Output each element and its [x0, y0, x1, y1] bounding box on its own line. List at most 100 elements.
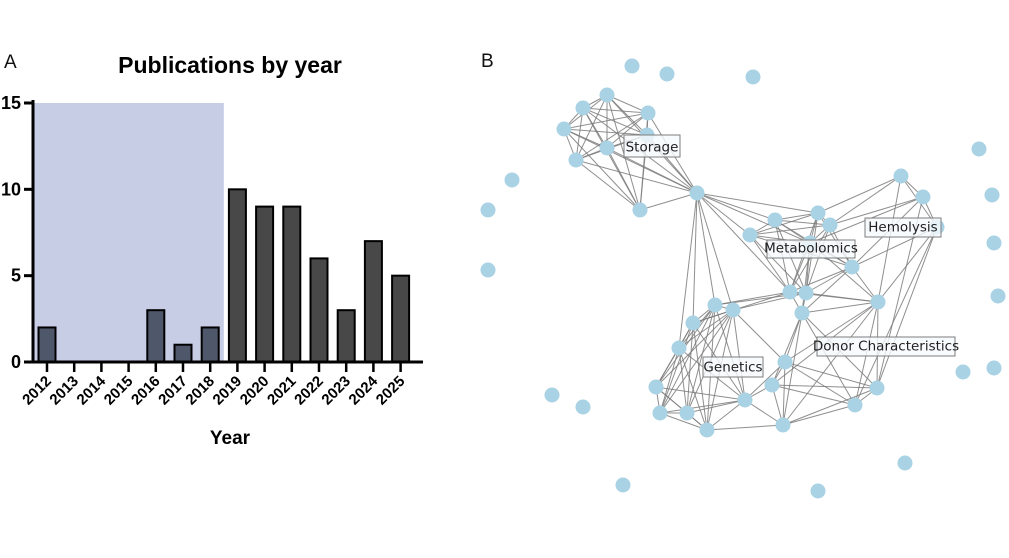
network-edge: [575, 159, 641, 211]
bar-2012: [37, 326, 57, 364]
network-edge: [655, 386, 746, 401]
network-node-r5: [986, 360, 1002, 376]
network-edge: [655, 309, 734, 388]
panel-a-label: A: [4, 52, 17, 73]
network-edge: [696, 192, 734, 311]
network-edge: [659, 399, 746, 414]
y-tick-label: 15: [1, 93, 21, 113]
network-edge: [784, 312, 803, 363]
network-node-bb3: [810, 483, 826, 499]
network-node-g4: [725, 302, 741, 318]
cluster-label-box-storage: [623, 134, 681, 158]
network-node-d5: [847, 397, 863, 413]
network-edge: [784, 361, 878, 389]
network-node-h2: [915, 189, 931, 205]
network-edge: [582, 107, 648, 136]
network-edge: [714, 291, 791, 306]
bar-2020: [255, 205, 275, 363]
network-node-m8: [798, 285, 814, 301]
network-edge: [782, 301, 879, 426]
network-edge: [696, 192, 776, 221]
panel-b-label: B: [481, 51, 494, 72]
network-edge: [696, 192, 716, 306]
network-edge: [678, 309, 734, 349]
network-node-g9: [737, 392, 753, 408]
network-edge: [801, 266, 853, 314]
network-node-s6: [599, 140, 615, 156]
network-edge: [784, 361, 856, 406]
network-edge: [771, 384, 878, 389]
x-tick-label-2014: 2014: [74, 372, 110, 408]
network-edge: [678, 192, 698, 349]
network-cluster-labels: Storage Hemolysis Metabolomics Donor Charac…: [623, 134, 959, 378]
network-edge: [659, 309, 734, 414]
network-edge: [732, 309, 786, 363]
network-edge: [774, 219, 831, 226]
network-edge: [659, 304, 716, 414]
network-edge: [696, 192, 819, 214]
network-edge: [854, 226, 938, 406]
highlight-region-2012-2018: [33, 103, 224, 362]
bar-2019: [227, 188, 247, 363]
network-edge: [582, 107, 649, 114]
y-tick-label: 5: [11, 266, 21, 286]
cluster-label-box-donor-characteristics: [816, 336, 956, 357]
network-edge: [655, 322, 694, 388]
network-edge: [829, 175, 902, 226]
network-edge: [706, 399, 746, 431]
network-node-g6: [652, 405, 668, 421]
bar-2024: [363, 240, 383, 363]
network-node-d2: [777, 354, 793, 370]
x-tick-label-2019: 2019: [210, 373, 246, 409]
network-node-m4: [822, 217, 838, 233]
network-edge: [692, 192, 698, 324]
network-edge: [829, 196, 924, 226]
network-node-l1: [504, 172, 520, 188]
network-node-l3: [480, 262, 496, 278]
cluster-label-hemolysis: Hemolysis: [868, 220, 937, 236]
x-axis-title: Year: [210, 428, 251, 449]
bar-2018: [200, 326, 220, 364]
network-node-r4: [990, 288, 1006, 304]
network-node-s2: [575, 100, 591, 116]
cluster-label-storage: Storage: [626, 140, 679, 156]
x-tick-label-2024: 2024: [346, 372, 382, 408]
network-node-m7: [782, 284, 798, 300]
network-node-m3: [810, 205, 826, 221]
x-tick-label-2013: 2013: [46, 373, 82, 409]
x-tick-label-2025: 2025: [373, 373, 409, 409]
x-tick-label-2018: 2018: [182, 373, 218, 409]
network-edge: [563, 112, 649, 130]
network-edge: [714, 304, 746, 401]
network-node-g1: [671, 340, 687, 356]
network-edge: [749, 224, 831, 236]
publications-bar-chart: Publications by year 0510152012201320142…: [1, 52, 423, 449]
network-node-s4: [556, 121, 572, 137]
network-edge: [686, 322, 694, 414]
network-edge: [659, 322, 694, 414]
network-node-d1: [794, 305, 810, 321]
network-edge: [606, 112, 649, 149]
network-edge: [817, 175, 902, 214]
cluster-label-box-genetics: [702, 356, 764, 378]
network-edge: [696, 192, 751, 236]
network-node-d3: [764, 377, 780, 393]
network-edge: [801, 301, 879, 314]
network-edge: [749, 212, 819, 236]
x-tick-label-2015: 2015: [101, 373, 137, 409]
network-edge: [782, 404, 856, 426]
network-edge: [801, 312, 856, 406]
network-edge: [749, 234, 807, 294]
network-edge: [686, 399, 746, 414]
network-node-m1: [767, 212, 783, 228]
network-node-s1: [599, 87, 615, 103]
x-tick-label-2017: 2017: [155, 373, 191, 409]
network-node-g3: [707, 297, 723, 313]
network-edge: [692, 322, 708, 431]
network-edge: [696, 192, 791, 293]
y-tick-label: 0: [11, 352, 21, 372]
network-node-g2: [685, 315, 701, 331]
network-node-l2: [480, 202, 496, 218]
network-edge: [606, 147, 698, 194]
network-edge: [575, 112, 649, 161]
